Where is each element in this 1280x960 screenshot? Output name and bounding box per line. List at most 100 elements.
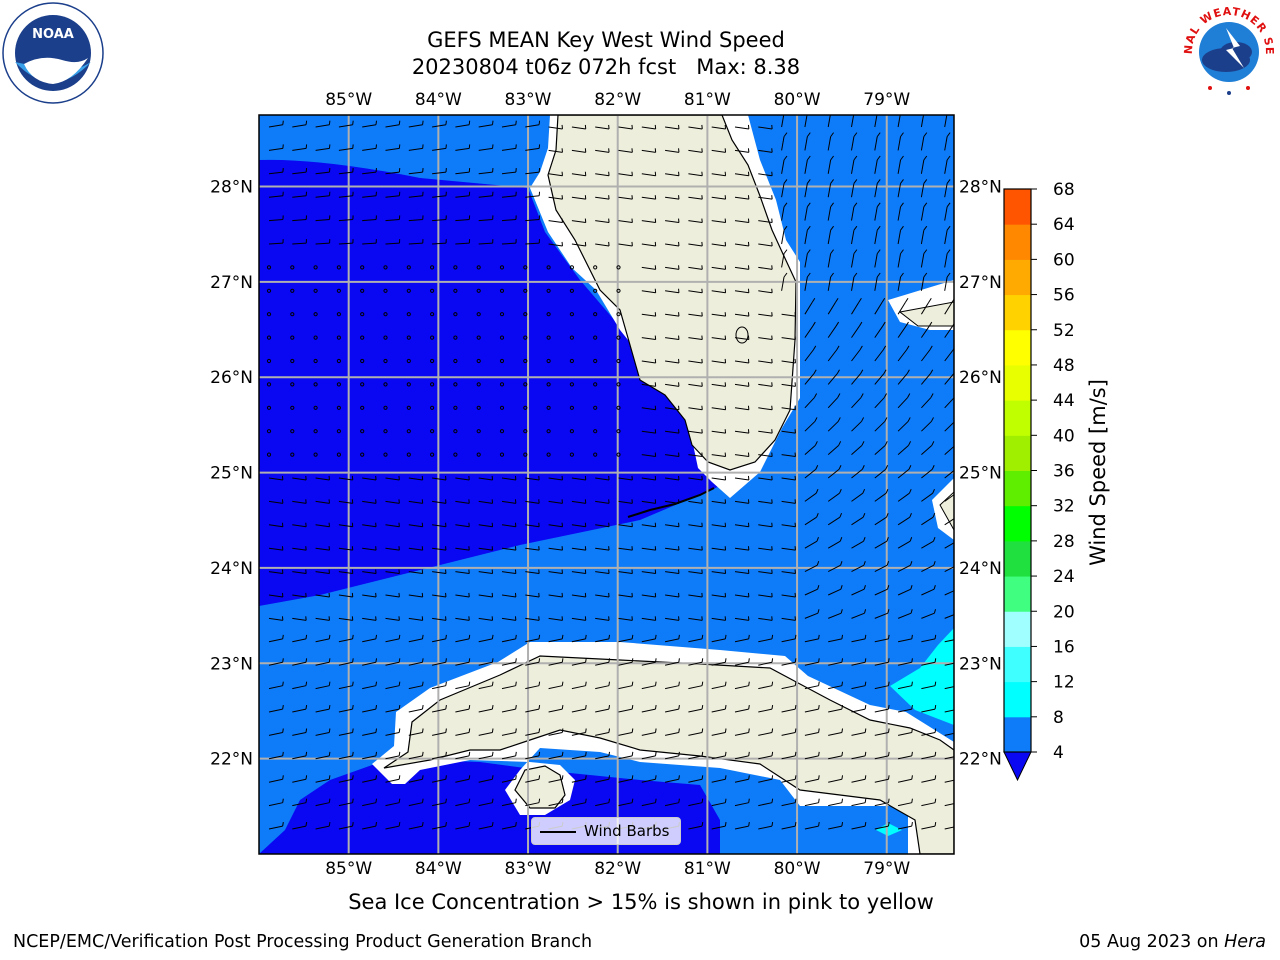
- wind-barb: [338, 499, 354, 504]
- legend-line-swatch: [540, 831, 576, 833]
- wind-barb: [711, 705, 727, 713]
- wind-barb: [804, 272, 811, 291]
- wind-barb: [758, 681, 774, 690]
- wind-barb: [571, 616, 587, 621]
- wind-barb: [595, 775, 611, 783]
- wind-barb: [688, 705, 704, 713]
- wind-barb: [781, 592, 796, 598]
- colorbar-segment: [1004, 400, 1031, 436]
- wind-barb: [944, 421, 954, 432]
- wind-barb: [920, 132, 928, 151]
- wind-barb: [641, 195, 657, 200]
- wind-barb: [408, 822, 424, 830]
- wind-barb-calm: [569, 429, 575, 434]
- wind-barb: [897, 512, 912, 526]
- wind-barb: [944, 179, 951, 198]
- wind-barb: [734, 546, 750, 551]
- wind-barb: [432, 592, 447, 598]
- wind-barb-calm: [313, 358, 318, 364]
- axis-tick-labels: 85°W 85°W 84°W 84°W 83°W 83°W 82°W 82°W 81°W 81°W…: [210, 90, 1002, 879]
- wind-barb-calm: [546, 288, 551, 293]
- colorbar-tick-label: 8: [1053, 708, 1064, 728]
- wind-barb: [408, 658, 424, 666]
- wind-barb: [595, 475, 610, 481]
- wind-barb: [362, 616, 377, 621]
- wind-barb: [571, 658, 587, 666]
- wind-barb: [315, 215, 331, 222]
- wind-barb: [688, 569, 703, 575]
- wind-barb: [641, 312, 657, 317]
- wind-barb: [548, 241, 563, 247]
- legend-label: Wind Barbs: [584, 822, 670, 840]
- wind-barb: [408, 775, 424, 783]
- wind-barb: [548, 148, 563, 153]
- wind-barb: [827, 512, 843, 526]
- wind-barb: [548, 522, 563, 528]
- wind-barb: [525, 751, 541, 760]
- wind-barb-calm: [313, 265, 318, 270]
- wind-barb: [408, 569, 424, 575]
- wind-barb: [920, 272, 928, 291]
- wind-barb: [665, 569, 680, 575]
- wind-barb: [641, 335, 657, 341]
- wind-barb: [548, 171, 563, 177]
- wind-barb-calm: [523, 382, 528, 387]
- wind-barb: [455, 215, 471, 222]
- wind-barb: [734, 728, 750, 736]
- wind-barb-calm: [266, 405, 272, 410]
- wind-barb: [385, 658, 401, 666]
- wind-barb: [595, 681, 611, 690]
- wind-barb: [874, 369, 887, 385]
- wind-barb: [874, 585, 890, 596]
- wind-barb: [315, 705, 331, 713]
- colorbar-tick-label: 56: [1053, 286, 1075, 306]
- wind-barb: [688, 382, 703, 387]
- wind-barb: [315, 569, 330, 575]
- wind-barb: [804, 658, 820, 666]
- wind-barb: [664, 775, 680, 783]
- wind-barb: [851, 609, 867, 619]
- nws-logo: NATIONAL WEATHER SERVICE: [1178, 2, 1275, 97]
- wind-barb-calm: [360, 265, 365, 270]
- wind-barb: [338, 592, 354, 598]
- wind-barb: [385, 616, 400, 621]
- colorbar-segment: [1004, 435, 1031, 471]
- colorbar-segment: [1004, 611, 1031, 647]
- wind-barb: [874, 658, 890, 666]
- wind-barb: [944, 590, 954, 596]
- map-frame: [258, 114, 955, 855]
- wind-barb-calm: [430, 358, 435, 364]
- wind-barb: [292, 798, 308, 807]
- wind-barb: [781, 202, 788, 221]
- wind-barb: [385, 546, 400, 551]
- wind-barb: [618, 681, 634, 690]
- wind-barb: [315, 775, 331, 783]
- wind-barb: [315, 191, 331, 198]
- wind-barb: [897, 609, 913, 619]
- wind-barb: [781, 272, 788, 291]
- lat-tick-label-right: 24°N: [959, 559, 1002, 579]
- wind-barb: [478, 191, 494, 198]
- wind-barb: [408, 798, 424, 807]
- map-panel: [259, 115, 954, 854]
- wind-barb-calm: [476, 405, 481, 410]
- wind-barb: [268, 728, 284, 736]
- wind-barb: [758, 822, 774, 830]
- wind-barb: [548, 751, 564, 760]
- wind-barb: [315, 798, 331, 807]
- wind-barb: [688, 405, 703, 411]
- wind-barb: [734, 569, 750, 575]
- wind-barb: [501, 215, 517, 222]
- wind-barb: [501, 728, 517, 736]
- wind-barb: [665, 335, 680, 341]
- wind-barb: [292, 592, 307, 598]
- wind-barb: [804, 441, 818, 455]
- wind-barb: [618, 546, 633, 551]
- colorbar-segment: [1004, 224, 1031, 260]
- wind-barb-calm: [290, 429, 295, 434]
- wind-barb: [408, 751, 424, 760]
- wind-barb: [571, 592, 587, 598]
- wind-barb: [548, 218, 563, 224]
- wind-barb: [804, 560, 820, 573]
- wind-barb-calm: [569, 312, 575, 317]
